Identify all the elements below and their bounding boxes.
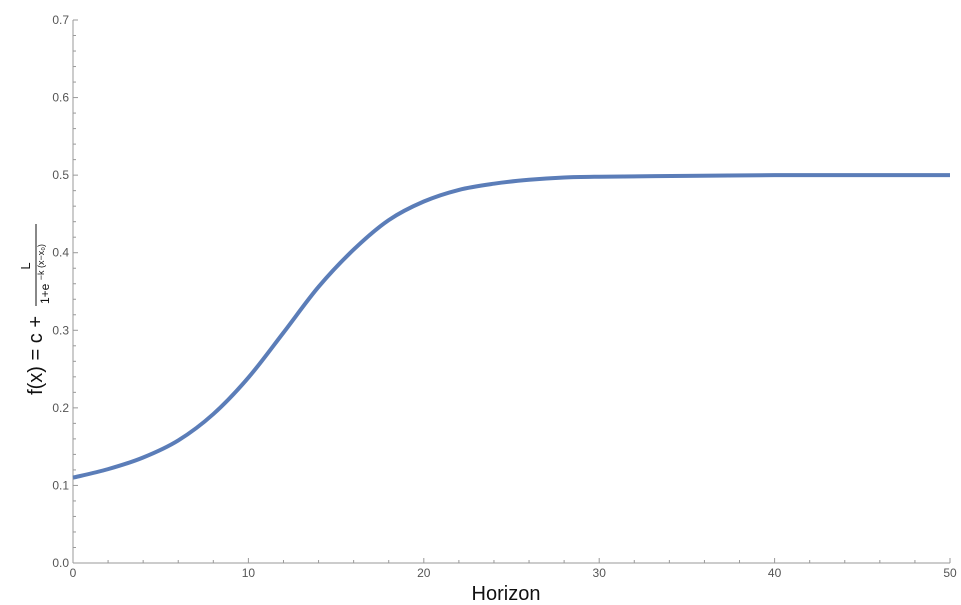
y-tick-label: 0.5 <box>52 168 69 182</box>
x-tick-label: 50 <box>943 566 957 580</box>
y-axis-title-denominator: 1+e −k (x−x₀) <box>36 244 52 304</box>
y-tick-label: 0.0 <box>52 556 69 570</box>
y-axis-title-lead: f(x) = c + <box>25 316 47 395</box>
x-tick-label: 30 <box>593 566 607 580</box>
x-tick-label: 10 <box>242 566 256 580</box>
y-tick-label: 0.1 <box>52 478 69 492</box>
axes <box>72 19 951 564</box>
x-tick-label: 0 <box>70 566 77 580</box>
x-tick-label: 40 <box>768 566 782 580</box>
y-axis-title-denominator-base: 1+e <box>38 283 52 304</box>
y-tick-label: 0.2 <box>52 401 69 415</box>
y-axis-title-denominator-exponent: −k (x−x₀) <box>36 244 46 280</box>
y-axis-title: f(x) = c + L 1+e −k (x−x₀) <box>18 224 52 395</box>
x-axis-title: Horizon <box>472 583 541 605</box>
y-tick-label: 0.3 <box>52 323 69 337</box>
x-tick-label: 20 <box>417 566 431 580</box>
y-tick-label: 0.7 <box>52 13 69 27</box>
y-axis-title-numerator: L <box>18 262 33 269</box>
tick-labels: 0 10 20 30 40 50 0.0 0.1 0.2 0.3 0.4 0.5 0.6 0.7 <box>52 13 957 580</box>
series-line <box>72 173 950 480</box>
y-tick-label: 0.6 <box>52 91 69 105</box>
y-tick-label: 0.4 <box>52 246 69 260</box>
series-layer <box>72 173 950 480</box>
